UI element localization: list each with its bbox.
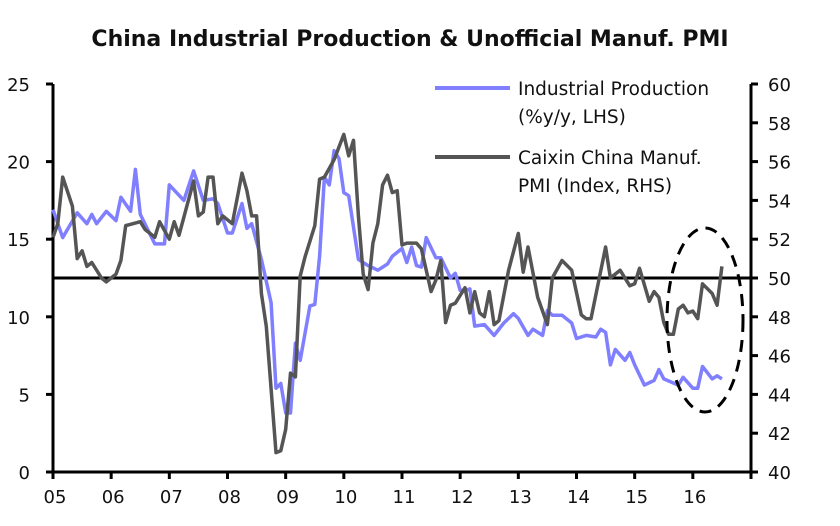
right-axis-tick-label: 44 — [768, 385, 791, 406]
right-axis-tick-label: 54 — [768, 191, 791, 212]
right-axis-tick-label: 56 — [768, 153, 791, 174]
highlight-ellipse — [665, 226, 745, 414]
right-axis-tick-label: 40 — [768, 463, 791, 484]
left-axis-tick-label: 0 — [19, 463, 30, 484]
legend: Industrial Production (%y/y, LHS) Caixin… — [435, 79, 709, 197]
x-axis-tick-label: 15 — [625, 487, 648, 508]
series-lines — [51, 132, 724, 455]
left-axis-tick-label: 25 — [7, 75, 30, 96]
legend-label-industrial-production: Industrial Production — [518, 79, 709, 100]
right-axis-tick-label: 48 — [768, 308, 791, 329]
x-axis-tick-label: 08 — [218, 487, 241, 508]
left-axis-tick-label: 20 — [7, 153, 30, 174]
x-axis-tick-label: 12 — [451, 487, 474, 508]
right-axis-tick-label: 50 — [768, 269, 791, 290]
legend-label-pmi-line2: PMI (Index, RHS) — [518, 176, 672, 197]
x-axis-tick-label: 14 — [567, 487, 590, 508]
x-axis-tick-label: 06 — [102, 487, 125, 508]
x-axis-tick-label: 09 — [276, 487, 299, 508]
left-axis-tick-label: 15 — [7, 230, 30, 251]
x-axis-tick-label: 11 — [393, 487, 416, 508]
legend-label-industrial-production-line2: (%y/y, LHS) — [518, 107, 626, 128]
x-axis-tick-label: 05 — [44, 487, 67, 508]
right-axis-tick-label: 60 — [768, 75, 791, 96]
x-axis-tick-label: 16 — [683, 487, 706, 508]
x-axis-tick-label: 07 — [160, 487, 183, 508]
x-axis-tick-label: 10 — [334, 487, 357, 508]
caixin-pmi-line — [51, 132, 724, 455]
right-axis-tick-label: 52 — [768, 230, 791, 251]
chart-title: China Industrial Production & Unofficial… — [91, 27, 728, 52]
industrial-production-line — [51, 148, 723, 415]
right-axis-tick-label: 46 — [768, 347, 791, 368]
x-axis-tick-label: 13 — [509, 487, 532, 508]
left-axis-tick-label: 10 — [7, 308, 30, 329]
right-axis-tick-label: 58 — [768, 114, 791, 135]
right-axis-tick-label: 42 — [768, 424, 791, 445]
left-axis-tick-label: 5 — [19, 385, 30, 406]
legend-label-pmi: Caixin China Manuf. — [518, 148, 702, 169]
